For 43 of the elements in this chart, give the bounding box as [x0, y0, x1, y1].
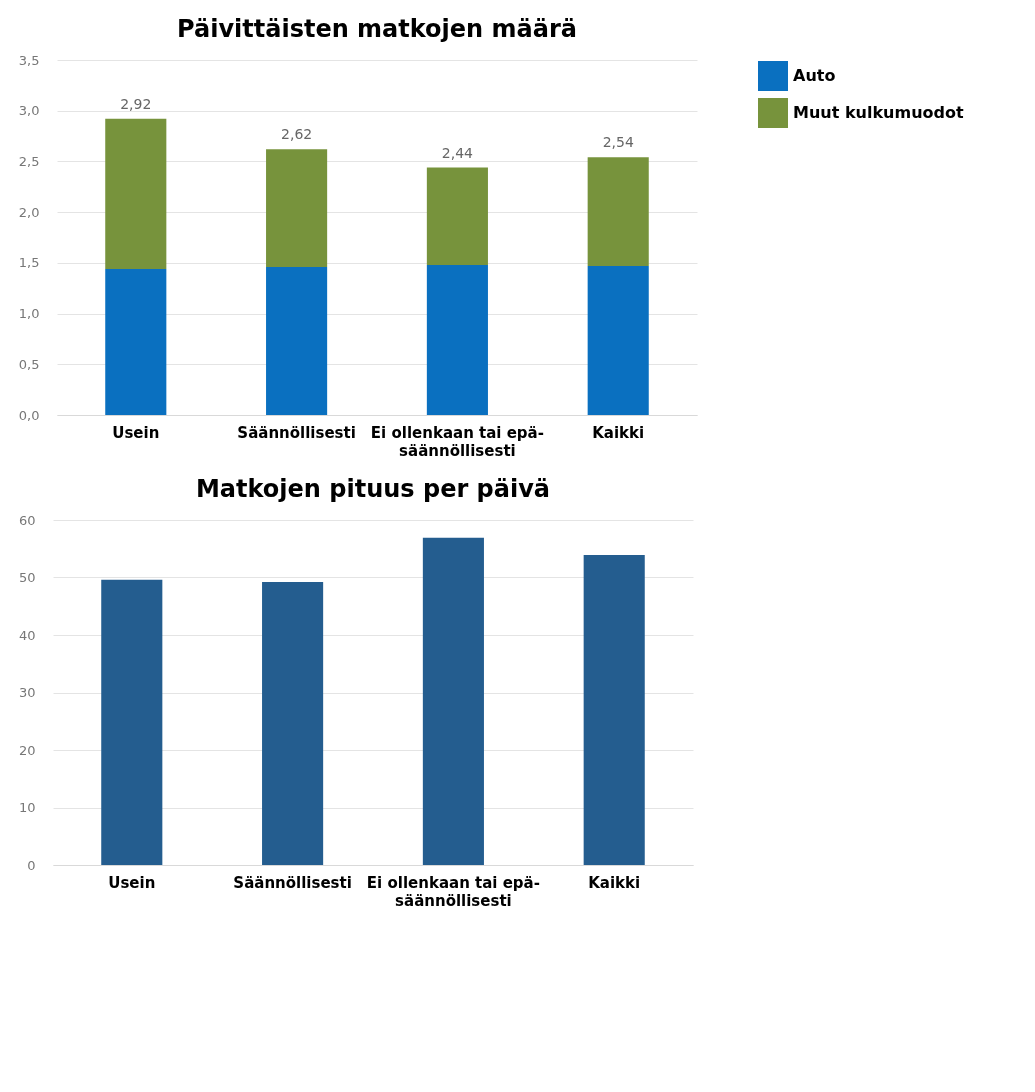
- x-tick-label: Usein: [108, 873, 156, 892]
- x-tick-label: Säännöllisesti: [237, 423, 356, 442]
- chart-title: Matkojen pituus per päivä: [195, 475, 551, 503]
- y-tick-label: 3,5: [18, 52, 40, 68]
- y-tick-label: 60: [18, 512, 36, 528]
- x-tick-label: Ei ollenkaan tai epä- säännöllisesti: [366, 873, 540, 910]
- total-label: 2,92: [120, 95, 152, 112]
- legend-label: Muut kulkumuodot: [793, 103, 964, 122]
- y-tick-label: 20: [18, 742, 36, 758]
- bar: [266, 266, 328, 415]
- x-tick-label: Säännöllisesti: [233, 873, 352, 892]
- bar: [105, 118, 167, 269]
- y-tick-label: 1,5: [18, 255, 40, 271]
- bar: [262, 582, 324, 865]
- y-tick-label: 2,0: [18, 204, 40, 220]
- bar: [587, 265, 649, 415]
- total-label: 2,62: [281, 126, 313, 143]
- bar: [101, 579, 163, 865]
- bar: [587, 157, 649, 266]
- y-tick-label: 1,0: [18, 306, 40, 322]
- chart-title: Päivittäisten matkojen määrä: [177, 15, 577, 43]
- bar: [426, 167, 488, 265]
- x-tick-label: Usein: [112, 423, 160, 442]
- y-tick-label: 30: [18, 685, 36, 700]
- y-tick-label: 0: [27, 857, 36, 873]
- y-tick-label: 0,0: [18, 407, 40, 423]
- y-tick-label: 0,5: [18, 356, 40, 372]
- total-label: 2,54: [602, 134, 634, 151]
- bar: [105, 268, 167, 415]
- y-tick-label: 40: [18, 627, 36, 643]
- x-tick-label: Ei ollenkaan tai epä- säännöllisesti: [370, 423, 544, 460]
- legend-label: Auto: [793, 66, 836, 85]
- bar: [422, 537, 484, 865]
- y-tick-label: 10: [18, 800, 36, 815]
- bar: [583, 555, 645, 865]
- y-tick-label: 3,0: [18, 103, 40, 119]
- bar: [426, 264, 488, 415]
- total-label: 2,44: [441, 144, 474, 161]
- x-tick-label: Kaikki: [588, 873, 641, 892]
- bar: [266, 149, 328, 267]
- y-tick-label: 2,5: [18, 153, 40, 169]
- x-tick-label: Kaikki: [592, 423, 645, 442]
- y-tick-label: 50: [18, 570, 36, 585]
